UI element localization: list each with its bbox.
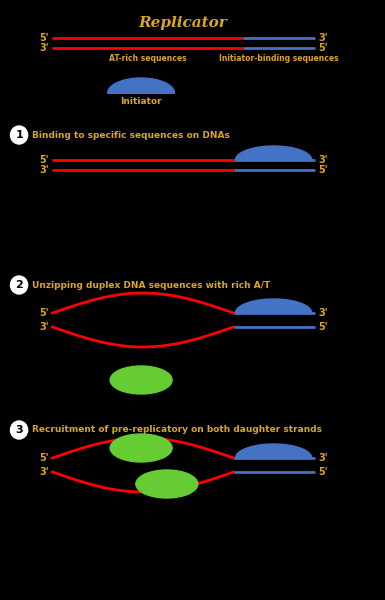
Text: Initiator-binding sequences: Initiator-binding sequences	[219, 54, 338, 63]
Text: AT-rich sequences: AT-rich sequences	[109, 54, 187, 63]
Text: Unzipping duplex DNA sequences with rich A/T: Unzipping duplex DNA sequences with rich…	[32, 280, 271, 289]
Text: Replicator: Replicator	[139, 16, 228, 30]
Text: 2: 2	[15, 280, 23, 290]
Ellipse shape	[110, 434, 172, 462]
Text: 3': 3'	[39, 322, 49, 332]
Text: 5': 5'	[318, 165, 328, 175]
Text: 3': 3'	[318, 155, 328, 165]
Circle shape	[10, 126, 28, 144]
Text: 3': 3'	[318, 308, 328, 318]
Text: 5': 5'	[39, 155, 49, 165]
Polygon shape	[236, 444, 312, 458]
Text: 3': 3'	[318, 33, 328, 43]
Text: 3': 3'	[39, 467, 49, 477]
Ellipse shape	[110, 366, 172, 394]
Text: DnaA: DnaA	[127, 392, 155, 401]
Text: 5': 5'	[318, 43, 328, 53]
Text: Binding to specific sequences on DNAs: Binding to specific sequences on DNAs	[32, 130, 230, 139]
Text: 3': 3'	[318, 453, 328, 463]
Polygon shape	[236, 299, 312, 313]
Circle shape	[10, 276, 28, 294]
Polygon shape	[236, 146, 312, 160]
Text: 5': 5'	[318, 322, 328, 332]
Text: 3': 3'	[39, 43, 49, 53]
Text: 5': 5'	[318, 467, 328, 477]
Polygon shape	[108, 78, 174, 93]
Circle shape	[10, 421, 28, 439]
Text: 3': 3'	[39, 165, 49, 175]
Text: 1: 1	[15, 130, 23, 140]
Text: 5': 5'	[39, 453, 49, 463]
Text: Initiator: Initiator	[120, 97, 162, 106]
Text: Recruitment of pre-replicatory on both daughter strands: Recruitment of pre-replicatory on both d…	[32, 425, 322, 434]
Ellipse shape	[136, 470, 198, 498]
Text: 5': 5'	[39, 308, 49, 318]
Text: 3: 3	[15, 425, 23, 435]
Text: 5': 5'	[39, 33, 49, 43]
